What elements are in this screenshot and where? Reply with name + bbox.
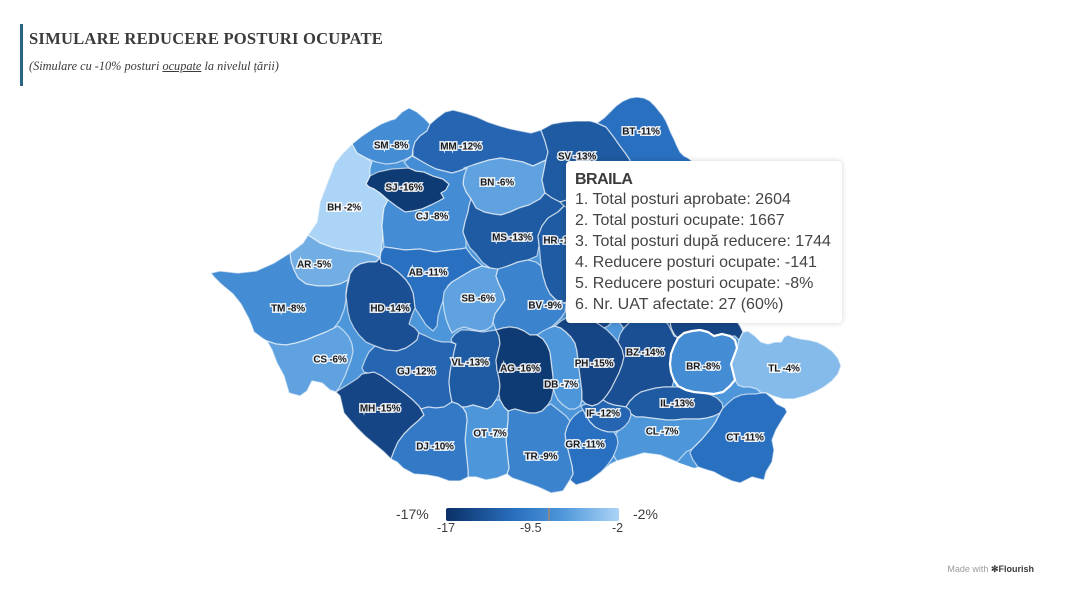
svg-text:IL -13%: IL -13% xyxy=(660,399,694,410)
svg-text:BR -8%: BR -8% xyxy=(686,362,720,373)
svg-text:BN -6%: BN -6% xyxy=(480,178,514,189)
svg-text:SJ -16%: SJ -16% xyxy=(386,183,423,194)
svg-text:TL -4%: TL -4% xyxy=(768,364,800,375)
svg-text:DB -7%: DB -7% xyxy=(544,380,578,391)
svg-text:SV -13%: SV -13% xyxy=(558,152,596,163)
svg-text:AG -16%: AG -16% xyxy=(500,364,540,375)
svg-text:DJ -10%: DJ -10% xyxy=(416,442,454,453)
svg-text:SM -8%: SM -8% xyxy=(374,141,409,152)
svg-text:CJ -8%: CJ -8% xyxy=(416,212,448,223)
svg-text:TR -9%: TR -9% xyxy=(525,452,558,463)
svg-text:MH -15%: MH -15% xyxy=(360,404,401,415)
svg-text:OT -7%: OT -7% xyxy=(473,429,507,440)
svg-text:MS -13%: MS -13% xyxy=(492,233,532,244)
svg-text:BH -2%: BH -2% xyxy=(327,203,361,214)
svg-text:GR -11%: GR -11% xyxy=(565,440,604,451)
svg-text:AB -11%: AB -11% xyxy=(409,268,448,279)
svg-text:IF -12%: IF -12% xyxy=(586,409,620,420)
svg-text:PH -15%: PH -15% xyxy=(575,359,614,370)
svg-text:BZ -14%: BZ -14% xyxy=(626,348,664,359)
svg-text:HD -14%: HD -14% xyxy=(370,304,409,315)
svg-text:CT -11%: CT -11% xyxy=(726,433,764,444)
svg-text:CL -7%: CL -7% xyxy=(646,427,679,438)
svg-text:AR -5%: AR -5% xyxy=(297,260,331,271)
svg-text:BT -11%: BT -11% xyxy=(622,127,660,138)
svg-text:CS -6%: CS -6% xyxy=(313,355,347,366)
svg-text:TM -8%: TM -8% xyxy=(271,304,305,315)
svg-text:GJ -12%: GJ -12% xyxy=(397,367,435,378)
svg-text:BV -9%: BV -9% xyxy=(528,301,562,312)
svg-text:MM -12%: MM -12% xyxy=(440,142,482,153)
svg-text:VL -13%: VL -13% xyxy=(451,358,489,369)
svg-text:SB -6%: SB -6% xyxy=(461,294,495,305)
